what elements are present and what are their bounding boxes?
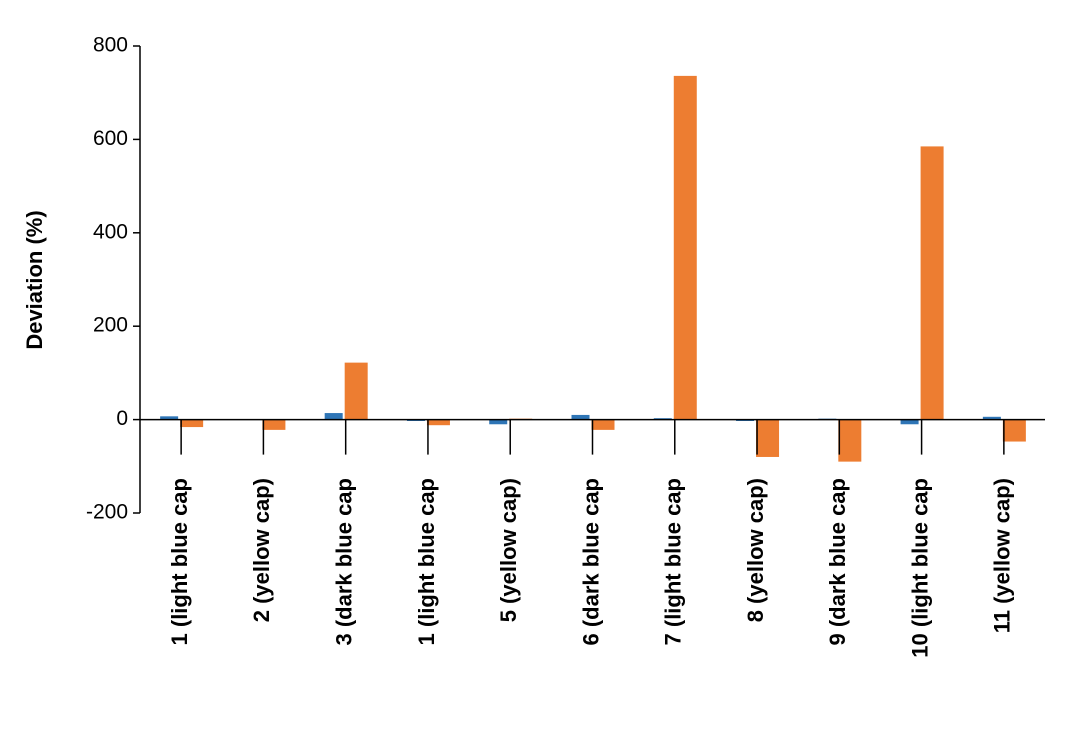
- bar: [489, 419, 508, 425]
- bar: [982, 416, 1001, 420]
- bar: [262, 419, 286, 430]
- y-tick-label: 200: [93, 314, 128, 337]
- x-tick-label: 11 (yellow cap): [990, 478, 1015, 633]
- y-tick-label: 600: [93, 127, 128, 150]
- bar: [838, 419, 862, 462]
- y-tick-label: 0: [116, 407, 128, 430]
- y-axis-label: Deviation (%): [22, 210, 47, 349]
- bar: [756, 419, 780, 457]
- x-tick-label: 6 (dark blue cap: [578, 478, 603, 646]
- bar: [426, 419, 450, 426]
- bar: [324, 413, 343, 420]
- x-tick-label: 8 (yellow cap): [743, 478, 768, 622]
- bar: [1002, 419, 1026, 442]
- x-tick-label: 10 (light blue cap: [907, 478, 932, 658]
- bar: [900, 419, 919, 425]
- y-tick-label: 400: [93, 220, 128, 243]
- x-tick-label: 5 (yellow cap): [496, 478, 521, 622]
- y-tick-label: 800: [93, 34, 128, 57]
- bar: [673, 75, 697, 420]
- x-tick-label: 1 (light blue cap: [414, 478, 439, 645]
- x-tick-label: 1 (light blue cap: [167, 478, 192, 645]
- x-tick-label: 9 (dark blue cap: [825, 478, 850, 646]
- bar: [571, 414, 590, 420]
- x-tick-label: 2 (yellow cap): [249, 478, 274, 622]
- bar: [344, 362, 368, 420]
- bar: [160, 416, 179, 420]
- bar: [920, 146, 944, 420]
- x-tick-label: 3 (dark blue cap: [331, 478, 356, 646]
- bar: [180, 419, 204, 428]
- x-tick-label: 7 (light blue cap: [661, 478, 686, 645]
- bar: [591, 419, 615, 430]
- y-tick-label: -200: [86, 501, 128, 524]
